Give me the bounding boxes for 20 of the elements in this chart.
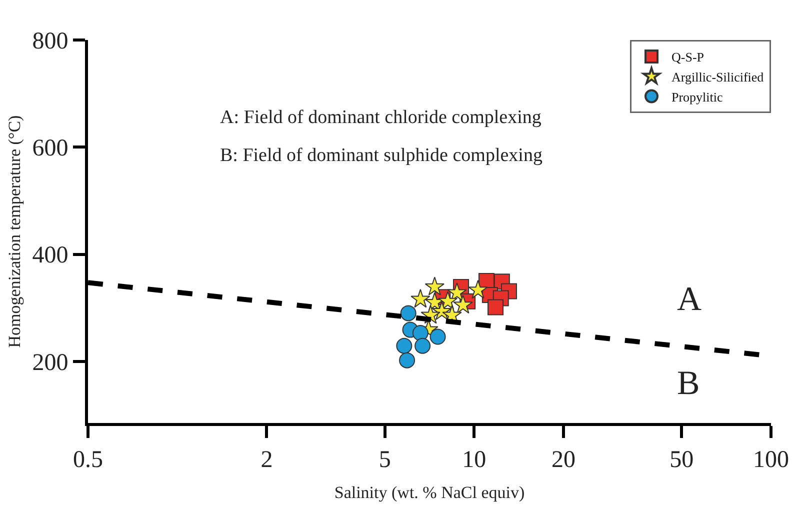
x-axis-title: Salinity (wt. % NaCl equiv) xyxy=(334,483,525,502)
x-tick-label: 5 xyxy=(378,446,391,473)
annotation: B xyxy=(677,365,700,402)
legend-label: Q-S-P xyxy=(672,50,704,65)
x-tick-label: 10 xyxy=(462,446,486,473)
x-tick-label: 100 xyxy=(753,446,789,473)
y-tick-label: 600 xyxy=(32,136,68,162)
annotation: A xyxy=(677,281,702,318)
y-tick-label: 800 xyxy=(32,28,68,54)
x-tick-label: 50 xyxy=(670,446,694,473)
legend-label: Argillic-Silicified xyxy=(672,69,764,84)
y-tick-label: 200 xyxy=(32,350,68,376)
x-tick-label: 20 xyxy=(552,446,576,473)
y-tick-label: 400 xyxy=(32,242,68,269)
annotation: B: Field of dominant sulphide complexing xyxy=(220,145,543,166)
x-tick-label: 0.5 xyxy=(73,446,103,473)
legend-label: Propylitic xyxy=(672,89,724,104)
y-axis-title: Homogenization temperature (°C) xyxy=(4,115,24,348)
annotation: A: Field of dominant chloride complexing xyxy=(220,107,542,128)
x-tick-label: 2 xyxy=(260,446,273,473)
